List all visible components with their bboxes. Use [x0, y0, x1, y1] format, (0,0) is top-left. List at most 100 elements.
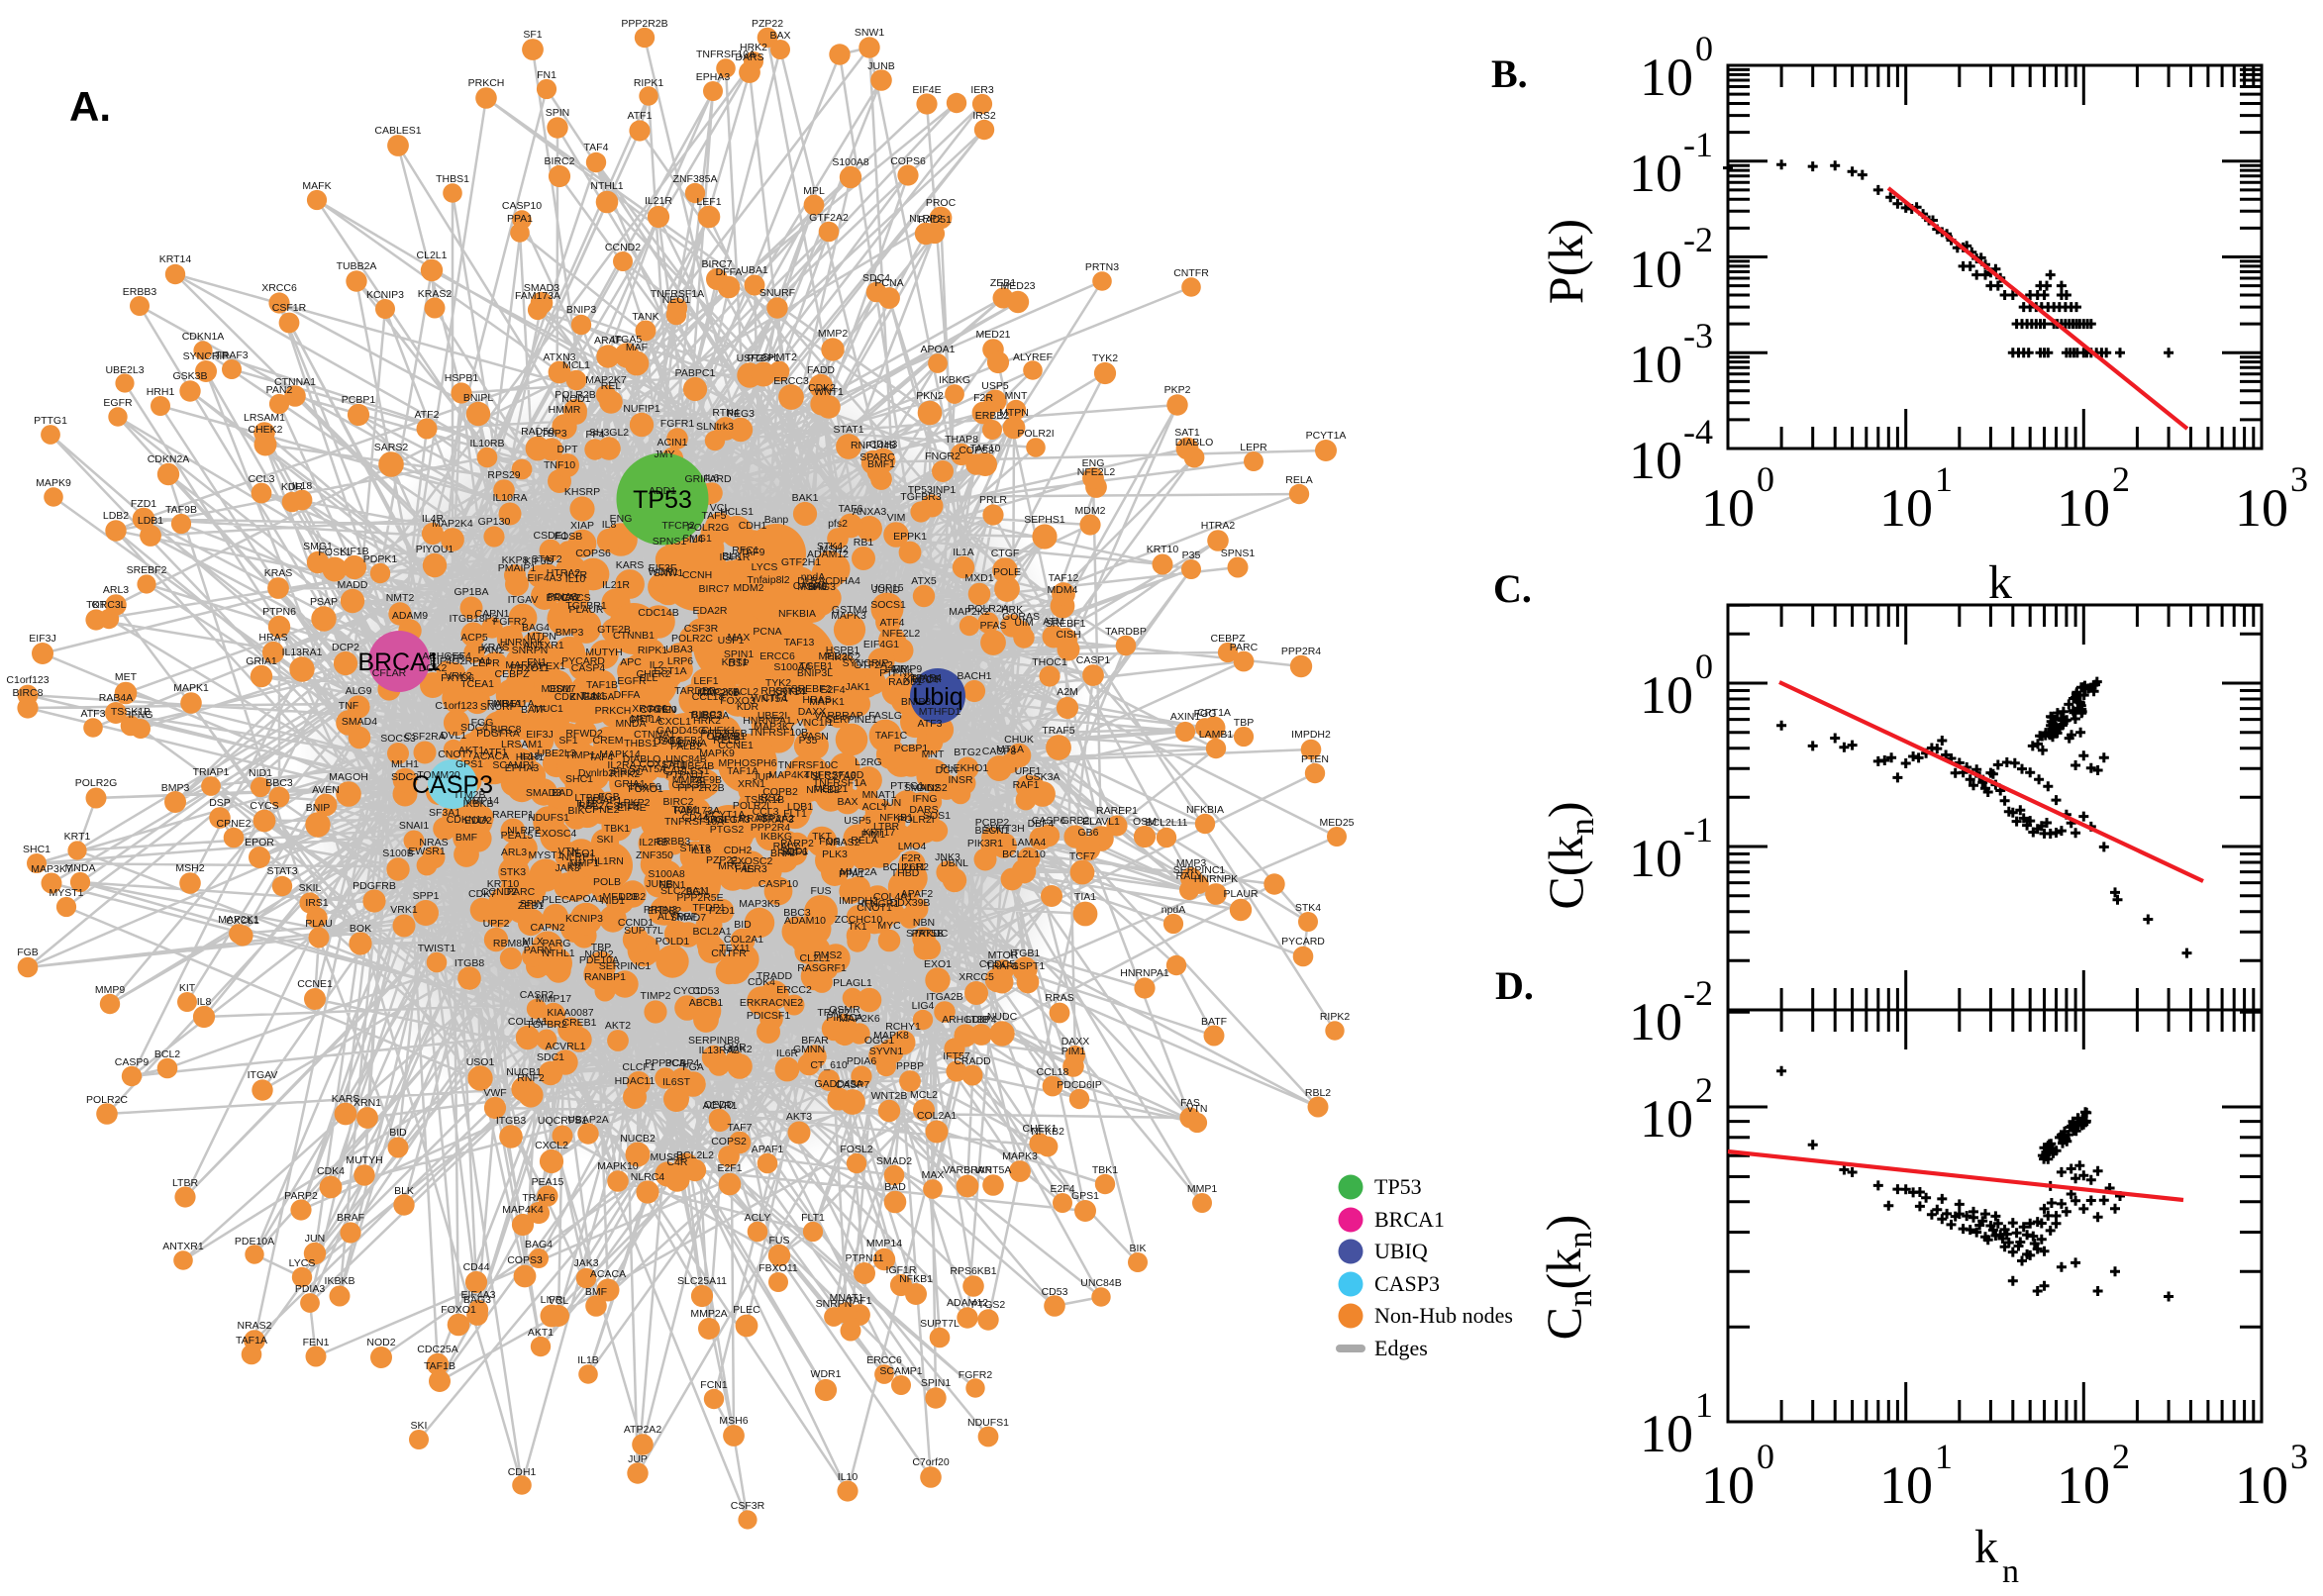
svg-text:BNIP3: BNIP3 — [901, 696, 932, 708]
svg-text:TBP: TBP — [591, 942, 611, 953]
svg-text:IL2: IL2 — [650, 659, 664, 671]
svg-text:TSSK1B: TSSK1B — [111, 706, 151, 718]
svg-text:BIRC8: BIRC8 — [13, 687, 44, 699]
svg-text:PROC: PROC — [613, 766, 644, 778]
svg-text:LDB2: LDB2 — [103, 510, 129, 522]
svg-text:USP5: USP5 — [844, 815, 871, 827]
svg-text:TANK: TANK — [632, 311, 658, 323]
svg-text:MDM4: MDM4 — [1048, 584, 1078, 596]
svg-text:ATP2A2: ATP2A2 — [757, 813, 794, 825]
svg-text:KIAA0087: KIAA0087 — [547, 1007, 593, 1019]
svg-text:HSPB1: HSPB1 — [826, 645, 860, 656]
svg-text:CD53: CD53 — [1042, 1286, 1068, 1298]
svg-text:ERBB3: ERBB3 — [656, 836, 691, 848]
svg-text:NUFIP1: NUFIP1 — [623, 403, 660, 415]
svg-text:AVEN: AVEN — [312, 784, 340, 796]
svg-text:GPS1: GPS1 — [1071, 1190, 1099, 1202]
svg-text:TP53INP1: TP53INP1 — [908, 484, 957, 496]
svg-text:PDCD6IP: PDCD6IP — [1057, 1079, 1102, 1091]
svg-text:HRAS: HRAS — [802, 694, 831, 706]
svg-text:IL6: IL6 — [705, 472, 720, 484]
svg-text:COL4A1: COL4A1 — [873, 891, 913, 903]
svg-text:PALB2: PALB2 — [670, 741, 702, 752]
svg-text:WNT5A: WNT5A — [752, 693, 788, 705]
svg-text:MTPN: MTPN — [999, 407, 1029, 419]
svg-text:SMG1: SMG1 — [682, 533, 712, 545]
svg-text:IRS1: IRS1 — [305, 897, 329, 909]
svg-text:MAX: MAX — [728, 632, 751, 644]
svg-text:pfs2: pfs2 — [828, 518, 848, 530]
svg-text:VTN: VTN — [558, 846, 579, 857]
svg-text:ERBB2: ERBB2 — [975, 410, 1010, 422]
svg-text:IL1A: IL1A — [953, 547, 974, 558]
svg-text:ITGAV: ITGAV — [248, 1069, 278, 1081]
svg-text:UPF1: UPF1 — [1015, 765, 1042, 777]
svg-text:CCNE1: CCNE1 — [297, 978, 333, 990]
svg-text:CDK4: CDK4 — [748, 976, 775, 988]
svg-text:CXCL1: CXCL1 — [657, 716, 691, 728]
svg-text:CCNE1: CCNE1 — [718, 740, 754, 751]
svg-text:DAXX: DAXX — [798, 706, 827, 718]
svg-text:BCL2: BCL2 — [154, 1048, 180, 1060]
svg-text:IL21R: IL21R — [602, 579, 630, 591]
svg-text:SUPT7L: SUPT7L — [624, 925, 663, 937]
svg-text:RBL2: RBL2 — [1305, 1087, 1331, 1099]
svg-text:SOS1: SOS1 — [923, 810, 951, 822]
svg-text:BCL2L11: BCL2L11 — [882, 861, 925, 873]
svg-text:GRIA1: GRIA1 — [614, 778, 646, 790]
svg-text:ACACA: ACACA — [473, 750, 509, 762]
svg-text:FXYD6: FXYD6 — [441, 672, 474, 684]
svg-text:L2RG: L2RG — [855, 756, 881, 768]
svg-text:SNRPN: SNRPN — [816, 1298, 853, 1310]
svg-text:EDD2: EDD2 — [464, 815, 492, 827]
svg-text:STK4: STK4 — [1295, 902, 1321, 914]
svg-text:KRT17: KRT17 — [863, 827, 896, 839]
svg-text:PPP2R5E: PPP2R5E — [676, 892, 723, 904]
svg-text:IL8: IL8 — [602, 519, 617, 531]
svg-text:NEO1: NEO1 — [567, 848, 596, 859]
svg-text:KRT14: KRT14 — [773, 686, 806, 698]
svg-text:TNF10: TNF10 — [544, 459, 575, 471]
svg-text:GSPT1: GSPT1 — [1011, 960, 1046, 972]
svg-text:IL13RA2: IL13RA2 — [699, 1045, 740, 1056]
svg-text:MTOR: MTOR — [988, 949, 1019, 961]
svg-text:ACACA: ACACA — [590, 1268, 626, 1280]
svg-text:NFKBIA: NFKBIA — [778, 608, 816, 620]
svg-text:USF1: USF1 — [718, 635, 745, 647]
svg-text:RAREP1: RAREP1 — [492, 809, 534, 821]
svg-text:TRAF3: TRAF3 — [215, 349, 248, 361]
svg-text:ARHGDIB: ARHGDIB — [942, 1014, 989, 1026]
svg-text:KHSRP: KHSRP — [564, 486, 600, 498]
svg-text:MAP2K2: MAP2K2 — [949, 606, 990, 618]
svg-text:CCL3: CCL3 — [249, 473, 275, 485]
svg-text:THAP8: THAP8 — [945, 434, 978, 446]
svg-text:GRIA1: GRIA1 — [246, 655, 277, 667]
svg-text:IKBKB: IKBKB — [325, 1275, 355, 1287]
svg-text:LAMB1: LAMB1 — [712, 731, 747, 743]
svg-text:IL8: IL8 — [197, 996, 212, 1008]
svg-text:BTG2: BTG2 — [954, 747, 981, 758]
svg-text:BAG4: BAG4 — [525, 1239, 553, 1250]
svg-text:AKT1: AKT1 — [458, 745, 484, 756]
svg-text:LDB1: LDB1 — [787, 801, 813, 813]
svg-text:MAP3K7: MAP3K7 — [31, 863, 72, 875]
svg-text:HNRNPA1: HNRNPA1 — [743, 715, 792, 727]
svg-text:TRIAP1: TRIAP1 — [193, 766, 230, 778]
svg-text:NLRP1: NLRP1 — [561, 851, 595, 863]
svg-text:DOK2: DOK2 — [419, 662, 448, 674]
svg-text:SUPT3H: SUPT3H — [983, 823, 1024, 835]
svg-text:TKT: TKT — [812, 831, 832, 843]
svg-text:C4R: C4R — [666, 1156, 687, 1168]
svg-text:CCND1: CCND1 — [618, 917, 654, 929]
svg-text:TAF1: TAF1 — [657, 735, 682, 747]
svg-text:SMAD2: SMAD2 — [876, 1155, 912, 1167]
svg-text:k: k — [1974, 1521, 1998, 1573]
svg-text:CSDE1: CSDE1 — [533, 530, 567, 542]
svg-text:DPT: DPT — [557, 444, 579, 455]
svg-text:RELA: RELA — [1285, 474, 1312, 486]
svg-text:TSSK1B: TSSK1B — [745, 794, 784, 806]
svg-text:IFT57: IFT57 — [943, 1050, 970, 1062]
svg-text:RAF1: RAF1 — [1013, 779, 1040, 791]
svg-text:CISH: CISH — [1056, 629, 1080, 641]
svg-text:MSH2: MSH2 — [175, 862, 204, 874]
